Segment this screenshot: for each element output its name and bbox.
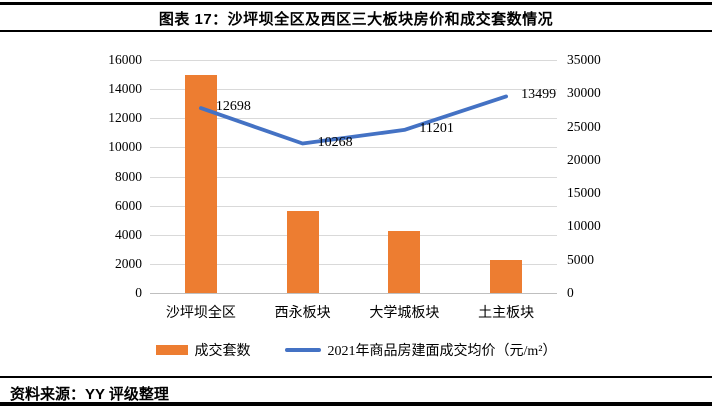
- chart-legend: 成交套数 2021年商品房建面成交均价（元/m²）: [0, 340, 712, 360]
- gridline: [150, 205, 557, 207]
- data-point-label: 12698: [215, 99, 251, 115]
- figure-title: 图表 17：沙坪坝全区及西区三大板块房价和成交套数情况: [158, 11, 554, 28]
- gridline: [150, 176, 557, 178]
- right-axis-tick: 5000: [567, 251, 594, 267]
- legend-item: 成交套数: [155, 340, 251, 360]
- top-rule: [0, 2, 712, 5]
- gridline: [150, 60, 557, 61]
- left-axis-tick: 4000: [115, 226, 142, 242]
- data-point-label: 13499: [521, 87, 557, 103]
- legend-line-swatch: [284, 348, 321, 352]
- left-axis-tick: 2000: [115, 255, 142, 271]
- source-top-rule: [0, 376, 712, 378]
- left-axis-tick: 0: [135, 285, 142, 300]
- right-axis-tick: 15000: [567, 185, 601, 201]
- right-axis-tick: 0: [567, 285, 574, 300]
- category-label: 沙坪坝全区: [165, 306, 236, 321]
- right-axis-tick: 30000: [567, 85, 601, 101]
- right-axis-tick: 25000: [567, 118, 601, 134]
- data-point-label: 10268: [317, 134, 353, 150]
- bar: [388, 231, 421, 293]
- gridline: [150, 293, 557, 294]
- legend-label: 成交套数: [194, 344, 251, 359]
- bottom-rule: [0, 402, 712, 406]
- source-text: 资料来源：YY 评级整理: [10, 386, 169, 403]
- bar: [490, 260, 523, 293]
- right-axis-tick: 35000: [567, 52, 601, 67]
- category-label: 大学城板块: [369, 306, 440, 321]
- left-axis-tick: 14000: [108, 81, 142, 97]
- left-axis-tick: 6000: [115, 197, 142, 213]
- bar: [286, 211, 319, 293]
- category-label: 土主板块: [478, 306, 535, 321]
- price-line: [199, 94, 509, 146]
- left-axis-tick: 16000: [108, 52, 142, 67]
- legend-label: 2021年商品房建面成交均价（元/m²）: [327, 344, 557, 359]
- legend-item: 2021年商品房建面成交均价（元/m²）: [284, 340, 557, 360]
- data-point-label: 11201: [419, 120, 454, 136]
- price-line-layer: [199, 94, 509, 146]
- right-axis-tick: 20000: [567, 151, 601, 167]
- gridline: [150, 89, 557, 91]
- title-underline-rule: [0, 30, 712, 32]
- right-axis-tick: 10000: [567, 218, 601, 234]
- left-axis-tick: 12000: [108, 110, 142, 126]
- gridline: [150, 263, 557, 265]
- left-axis-tick: 8000: [115, 168, 142, 184]
- left-axis-tick: 10000: [108, 139, 142, 155]
- legend-bar-swatch: [155, 345, 188, 355]
- category-label: 西永板块: [274, 306, 331, 321]
- gridline: [150, 118, 557, 120]
- gridline: [150, 147, 557, 149]
- gridline: [150, 234, 557, 236]
